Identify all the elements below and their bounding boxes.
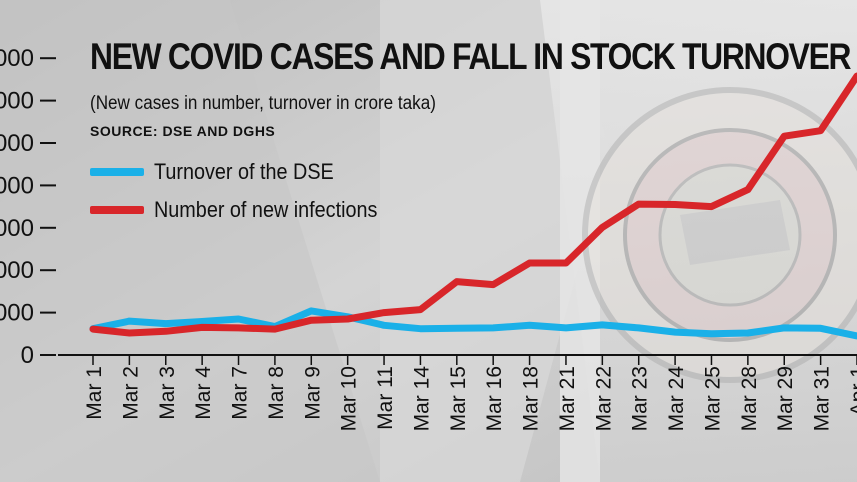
x-tick-label: Mar 11 [374,366,397,430]
legend-swatch-turnover [90,168,144,176]
chart-subtitle: (New cases in number, turnover in crore … [90,93,436,114]
y-tick-label: 000 [0,300,34,327]
x-tick-label: Apr 1 [847,366,857,416]
x-tick-label: Mar 18 [520,366,543,431]
x-tick-label: Mar 16 [483,366,506,431]
y-tick-label: 0 [21,342,34,369]
y-tick-label: 000 [0,45,34,72]
legend-item-turnover: Turnover of the DSE [90,157,354,187]
x-tick-label: Mar 31 [811,366,834,431]
x-tick-label: Mar 14 [410,366,433,432]
x-tick-label: Mar 1 [83,366,106,420]
y-tick-label: 000 [0,172,34,199]
x-tick-label: Mar 15 [447,366,470,431]
series-line-infections [89,72,857,337]
x-tick-label: Mar 4 [192,366,215,420]
chart-lines [89,72,857,340]
x-tick-label: Mar 22 [592,366,615,431]
y-tick-label: 000 [0,257,34,284]
x-tick-label: Mar 28 [738,366,761,431]
legend-item-infections: Number of new infections [90,195,402,225]
x-tick-label: Mar 29 [774,366,797,431]
x-tick-label: Mar 25 [701,366,724,431]
x-tick-label: Mar 23 [629,366,652,431]
y-tick-label: 000 [0,215,34,242]
x-tick-label: Mar 2 [119,366,142,420]
y-tick-label: 000 [0,88,34,115]
x-tick-label: Mar 24 [665,366,688,432]
y-tick-label: 000 [0,130,34,157]
x-tick-label: Mar 10 [338,366,361,431]
legend-label-turnover: Turnover of the DSE [154,159,334,184]
chart-title: NEW COVID CASES AND FALL IN STOCK TURNOV… [90,36,852,77]
x-tick-label: Mar 21 [556,366,579,431]
x-tick-label: Mar 3 [156,366,179,420]
legend-label-infections: Number of new infections [154,197,378,222]
legend-swatch-infections [90,206,144,214]
x-tick-label: Mar 9 [301,366,324,420]
series-line-turnover [89,307,857,340]
x-tick-label: Mar 8 [265,366,288,420]
x-tick-label: Mar 7 [229,366,252,420]
x-axis-ticks: Mar 1 Mar 2 Mar 3 Mar 4 Mar 7 Mar 8 Mar 9 Mar 1… [83,355,857,431]
exchange-seal-logo [582,87,857,383]
chart-source: SOURCE: DSE AND DGHS [90,123,276,139]
